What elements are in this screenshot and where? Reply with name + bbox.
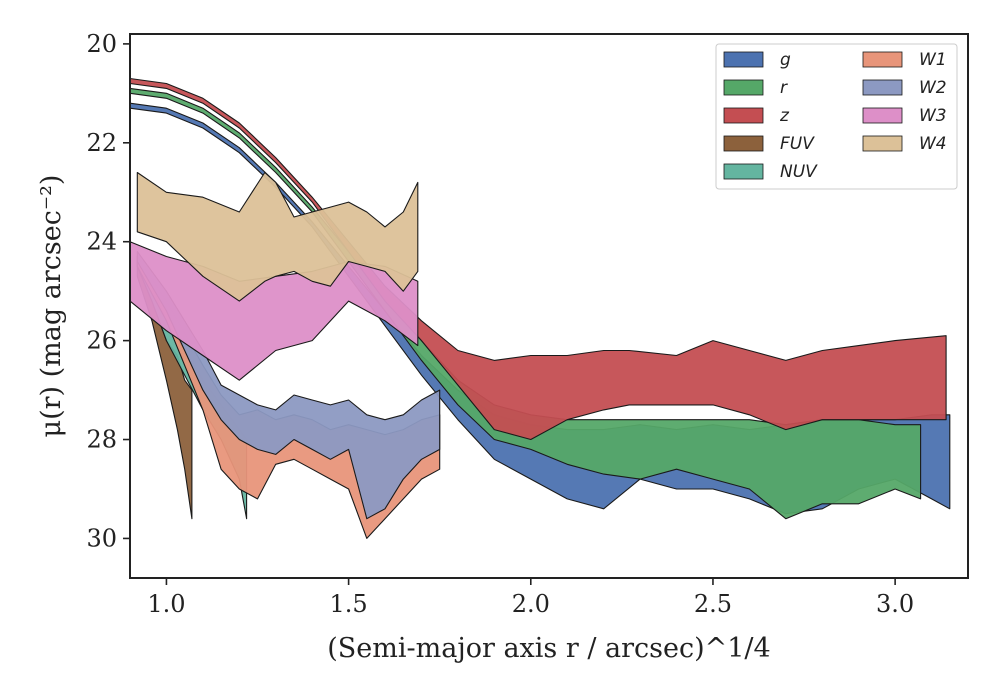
legend-swatch-w4: [862, 135, 903, 152]
band-w4: [136, 171, 419, 302]
legend-swatch-g: [723, 51, 764, 68]
legend-label-w1: W1: [919, 50, 947, 70]
legend-label-w4: W4: [919, 134, 947, 154]
legend-label-nuv: NUV: [780, 162, 818, 182]
legend-label-w3: W3: [919, 106, 947, 126]
legend-label-z: z: [779, 106, 790, 126]
x-axis-title: (Semi-major axis r / arcsec)^1/4: [327, 633, 770, 664]
x-tick-label: 2.5: [694, 590, 732, 618]
legend-swatch-r: [723, 79, 764, 96]
y-axis-ticks: 20 22 24 26 28 30: [86, 30, 130, 552]
legend-label-w2: W2: [919, 78, 947, 98]
legend: grz FUV NUV W1 W2 W3 W4: [715, 43, 958, 190]
legend-swatch-w3: [862, 107, 903, 124]
y-tick-label: 28: [86, 426, 117, 454]
legend-swatch-w1: [862, 51, 903, 68]
plot-frame: [129, 33, 969, 579]
x-tick-label: 1.0: [147, 590, 185, 618]
legend-swatch-nuv: [723, 163, 764, 180]
y-tick-label: 30: [86, 524, 117, 552]
x-tick-label: 3.0: [876, 590, 914, 618]
y-tick-label: 22: [86, 129, 117, 157]
y-tick-label: 24: [86, 228, 117, 256]
legend-label-fuv: FUV: [780, 134, 815, 154]
legend-swatch-z: [723, 107, 764, 124]
x-tick-label: 1.5: [330, 590, 368, 618]
legend-swatch-fuv: [723, 135, 764, 152]
data-bands: [129, 77, 951, 539]
y-tick-label: 20: [86, 30, 117, 58]
x-axis-ticks: 1.0 1.5 2.0 2.5 3.0: [147, 578, 914, 618]
x-tick-label: 2.0: [512, 590, 550, 618]
legend-label-g: g: [780, 50, 791, 70]
band-w2: [136, 251, 441, 520]
y-tick-label: 26: [86, 327, 117, 355]
y-axis-title: μ(r) (mag arcsec⁻²): [36, 175, 67, 438]
legend-label-r: r: [780, 78, 788, 98]
legend-swatch-w2: [862, 79, 903, 96]
